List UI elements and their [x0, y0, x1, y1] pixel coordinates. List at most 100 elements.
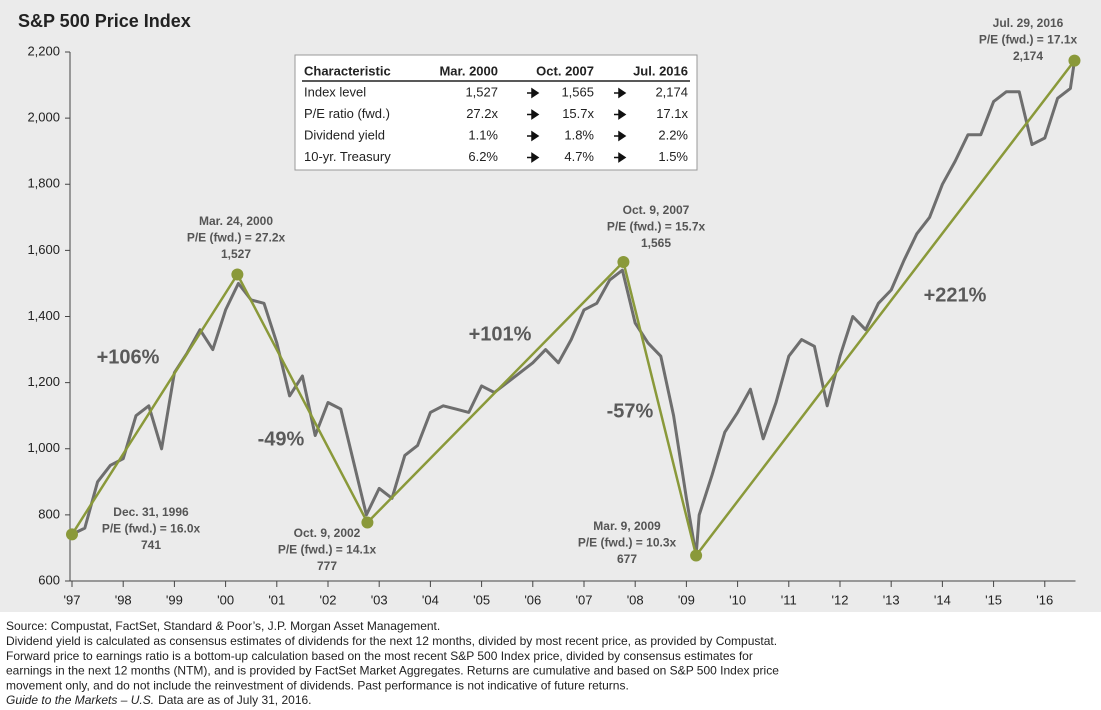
value-label: 1,565	[641, 236, 671, 250]
change-annotation: +221%	[924, 284, 987, 306]
footnote: movement only, and do not include the re…	[6, 678, 629, 692]
point-label: Oct. 9, 2002	[294, 526, 361, 540]
y-tick-label: 1,600	[27, 242, 60, 257]
x-tick-label: '97	[64, 592, 81, 607]
change-annotation: +106%	[97, 346, 160, 368]
table-cell: 1,565	[561, 84, 594, 99]
x-tick-label: '16	[1036, 592, 1053, 607]
table-arrow	[614, 87, 627, 99]
table-cell: Index level	[304, 84, 366, 99]
table-cell: 15.7x	[562, 106, 594, 121]
x-tick-label: '98	[115, 592, 132, 607]
footnote: Guide to the Markets – U.S. Data are as o…	[6, 693, 312, 707]
footnote: Forward price to earnings ratio is a bot…	[6, 649, 753, 663]
value-label: 1,527	[221, 247, 251, 261]
point-label: P/E (fwd.) = 15.7x	[607, 220, 706, 234]
trend-line	[70, 59, 1076, 557]
y-tick-label: 600	[38, 572, 60, 587]
table-arrow	[527, 130, 540, 142]
value-label: 2,174	[1013, 49, 1043, 63]
chart-title: S&P 500 Price Index	[18, 11, 191, 31]
x-tick-label: '15	[985, 592, 1002, 607]
y-tick-label: 1,800	[27, 176, 60, 191]
value-label: 677	[617, 552, 637, 566]
change-annotation: -57%	[607, 400, 654, 422]
table-arrow	[614, 109, 627, 120]
table-cell: 10-yr. Treasury	[304, 149, 391, 164]
point-label: Oct. 9, 2007	[623, 203, 690, 217]
table-arrow	[527, 152, 540, 163]
guide-title: Guide to the Markets – U.S.	[6, 693, 154, 707]
point-label: P/E (fwd.) = 27.2x	[187, 231, 286, 245]
plot: 600 800 1,000 1,200 1,400 1,600 1,800 2,000 2,20…	[6, 16, 1081, 707]
y-tick-label: 800	[38, 506, 60, 521]
footnote: Dividend yield is calculated as consensu…	[6, 634, 777, 648]
point-label: P/E (fwd.) = 10.3x	[578, 536, 677, 550]
y-tick-label: 1,200	[27, 374, 60, 389]
table-header: Mar. 2000	[439, 63, 498, 78]
x-tick-label: '07	[576, 592, 593, 607]
point-marker	[690, 549, 703, 562]
x-tick-label: '10	[729, 592, 746, 607]
table-header: Oct. 2007	[536, 63, 594, 78]
table-cell: 4.7%	[564, 149, 594, 164]
point-marker	[231, 268, 244, 281]
x-tick-label: '04	[422, 592, 439, 607]
x-tick-label: '02	[320, 592, 337, 607]
y-tick-label: 2,200	[27, 43, 60, 58]
point-label: P/E (fwd.) = 17.1x	[979, 33, 1078, 47]
table-cell: 6.2%	[468, 149, 498, 164]
point-marker	[1068, 54, 1081, 67]
x-tick-label: '03	[371, 592, 388, 607]
x-tick-label: '14	[934, 592, 951, 607]
x-tick-label: '09	[678, 592, 695, 607]
x-tick-label: '06	[524, 592, 541, 607]
as-of: Data are as of July 31, 2016.	[158, 693, 311, 707]
x-tick-label: '99	[166, 592, 183, 607]
y-tick-label: 2,000	[27, 110, 60, 125]
point-label: Mar. 9, 2009	[593, 519, 661, 533]
table-arrow	[527, 87, 540, 99]
value-label: 741	[141, 538, 161, 552]
x-tick-label: '13	[883, 592, 900, 607]
table-arrow	[614, 130, 627, 142]
price-line	[71, 60, 1076, 557]
point-marker	[66, 528, 78, 541]
table-cell: 17.1x	[656, 106, 688, 121]
point-label: Dec. 31, 1996	[113, 505, 189, 519]
footnote: Source: Compustat, FactSet, Standard & P…	[6, 619, 440, 633]
table-header: Characteristic	[304, 63, 391, 78]
point-label: Jul. 29, 2016	[993, 16, 1064, 30]
table-cell: Dividend yield	[304, 127, 385, 142]
point-marker	[617, 255, 630, 268]
table-cell: 2,174	[655, 84, 688, 99]
y-tick-label: 1,000	[27, 440, 60, 455]
point-marker	[361, 516, 374, 529]
table-cell: 1.8%	[564, 127, 594, 142]
table-header: Jul. 2016	[633, 63, 688, 78]
point-label: P/E (fwd.) = 14.1x	[278, 543, 377, 557]
table-cell: 1.1%	[468, 127, 498, 142]
table-cell: P/E ratio (fwd.)	[304, 106, 390, 121]
x-tick-label: '11	[781, 592, 797, 607]
table-cell: 27.2x	[466, 106, 498, 121]
footnote: earnings in the next 12 months (NTM), an…	[6, 664, 779, 678]
x-tick-label: '05	[473, 592, 490, 607]
change-annotation: +101%	[469, 323, 532, 345]
point-label: P/E (fwd.) = 16.0x	[102, 522, 201, 536]
point-label: Mar. 24, 2000	[199, 214, 273, 228]
x-tick-label: '08	[627, 592, 644, 607]
value-label: 777	[317, 559, 337, 573]
table-cell: 1,527	[465, 84, 498, 99]
x-tick-label: '01	[268, 592, 285, 607]
table-cell: 1.5%	[658, 149, 688, 164]
table-arrow	[527, 109, 540, 120]
x-tick-label: '12	[832, 592, 849, 607]
x-tick-label: '00	[217, 592, 234, 607]
table-cell: 2.2%	[658, 127, 688, 142]
y-tick-label: 1,400	[27, 308, 60, 323]
change-annotation: -49%	[258, 428, 305, 450]
table-arrow	[614, 152, 627, 163]
table-box	[294, 54, 698, 171]
